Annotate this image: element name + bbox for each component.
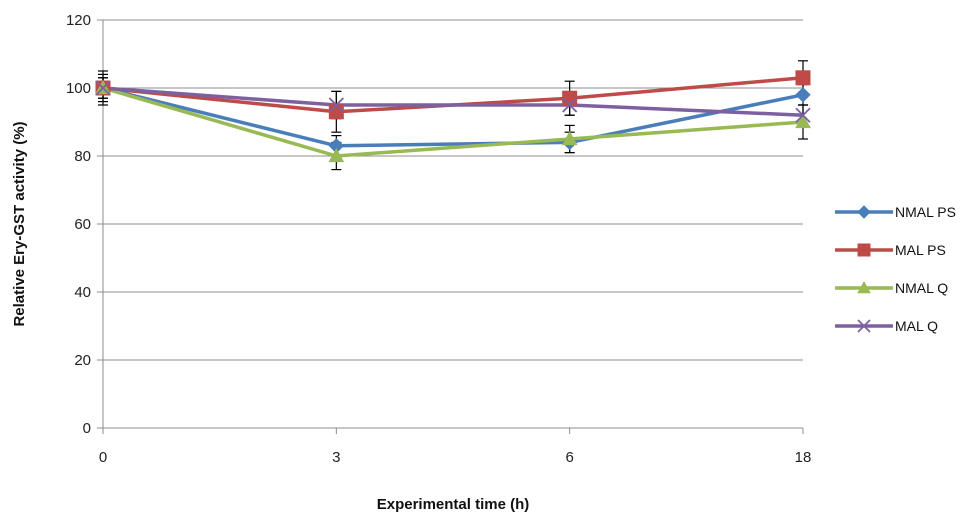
legend-marker [857, 243, 871, 257]
x-tick-label: 3 [332, 449, 340, 466]
legend-marker [857, 205, 871, 219]
series-line-mal-q [102, 86, 804, 117]
y-tick-label: 0 [83, 420, 91, 437]
data-point-mal-ps [795, 70, 811, 86]
data-point-nmal-ps [795, 87, 811, 103]
y-tick-label: 120 [66, 12, 91, 29]
y-tick-label: 80 [74, 148, 91, 165]
series-lines [102, 76, 804, 158]
legend: NMAL PS MAL PS NMAL Q MAL Q [835, 204, 956, 334]
y-axis-title: Relative Ery-GST activity (%) [11, 121, 28, 326]
series-line-nmal-ps [102, 86, 804, 148]
data-point-nmal-q [795, 113, 811, 129]
legend-item-nmal-q: NMAL Q [835, 280, 948, 296]
legend-item-mal-ps: MAL PS [835, 242, 946, 258]
axes [97, 19, 804, 434]
data-point-mal-q [328, 97, 344, 113]
legend-label: NMAL Q [895, 280, 948, 296]
x-axis-title: Experimental time (h) [377, 496, 530, 513]
legend-label: NMAL PS [895, 204, 956, 220]
data-point-mal-ps [328, 104, 344, 120]
legend-item-mal-q: MAL Q [835, 318, 938, 334]
x-tick-label: 18 [795, 449, 812, 466]
data-point-nmal-q [328, 147, 345, 163]
data-point-nmal-q [561, 130, 578, 146]
data-point-mal-q [562, 97, 578, 113]
series-markers [95, 70, 811, 163]
x-tick-label: 0 [99, 449, 107, 466]
y-tick-label: 60 [74, 216, 91, 233]
y-tick-label: 40 [74, 284, 91, 301]
data-point-mal-ps [562, 90, 578, 106]
y-tick-label: 100 [66, 80, 91, 97]
legend-marker [857, 280, 871, 294]
x-tick-label: 6 [565, 449, 573, 466]
legend-marker [857, 319, 871, 333]
legend-item-nmal-ps: NMAL PS [835, 204, 956, 220]
data-point-mal-q [95, 80, 111, 96]
tick-labels: 0 20 40 60 80 100 120 0 3 6 18 [66, 12, 811, 466]
data-point-mal-q [795, 107, 811, 123]
legend-label: MAL Q [895, 318, 938, 334]
legend-label: MAL PS [895, 242, 946, 258]
gridlines [103, 19, 803, 429]
series-line-nmal-q [102, 86, 804, 158]
y-tick-label: 20 [74, 352, 91, 369]
